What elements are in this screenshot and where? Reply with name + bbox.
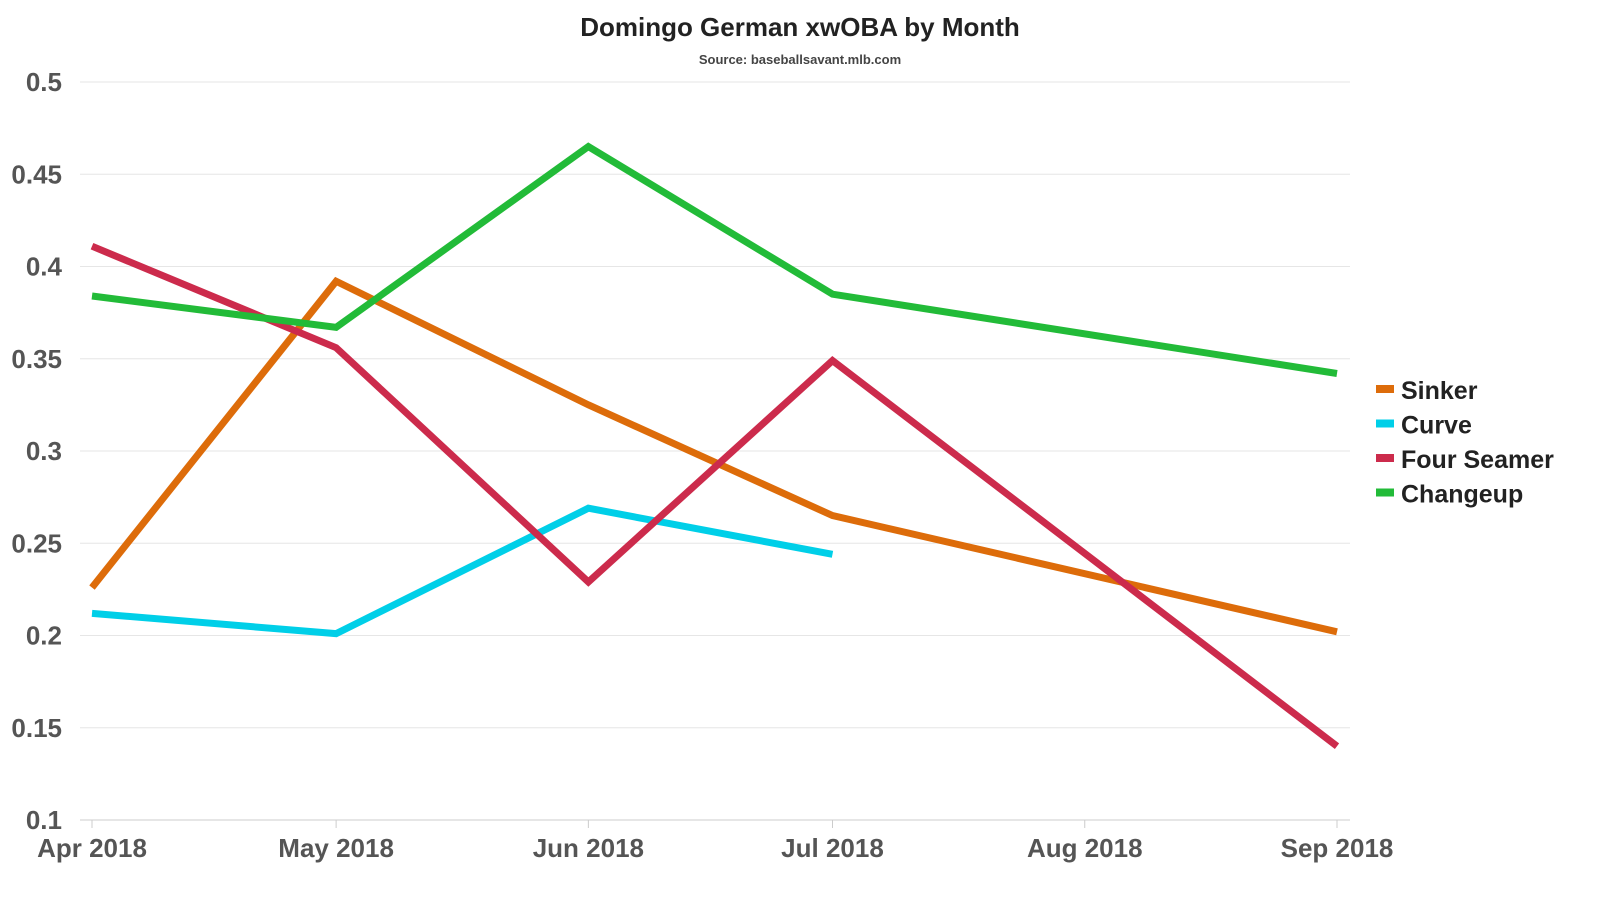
y-tick-label: 0.3	[26, 436, 62, 466]
chart-title: Domingo German xwOBA by Month	[580, 12, 1020, 42]
y-tick-label: 0.1	[26, 805, 62, 835]
y-tick-label: 0.4	[26, 252, 63, 282]
x-tick-label: May 2018	[278, 833, 394, 863]
x-tick-label: Jun 2018	[533, 833, 644, 863]
x-tick-label: Sep 2018	[1281, 833, 1394, 863]
legend-label: Changeup	[1401, 481, 1523, 509]
legend-label: Sinker	[1401, 377, 1478, 405]
y-tick-label: 0.45	[11, 159, 62, 189]
legend-label: Four Seamer	[1401, 446, 1554, 474]
x-tick-label: Aug 2018	[1027, 833, 1143, 863]
series-line-changeup	[92, 147, 1337, 374]
legend-swatch	[1376, 454, 1394, 462]
x-tick-label: Jul 2018	[781, 833, 884, 863]
legend-label: Curve	[1401, 412, 1472, 440]
series-line-sinker	[92, 281, 1337, 632]
legend-swatch	[1376, 385, 1394, 393]
y-tick-label: 0.2	[26, 621, 62, 651]
series-line-curve	[92, 508, 832, 633]
y-tick-label: 0.35	[11, 344, 62, 374]
x-tick-label: Apr 2018	[37, 833, 147, 863]
legend-swatch	[1376, 489, 1394, 497]
legend-swatch	[1376, 420, 1394, 428]
y-tick-label: 0.25	[11, 528, 62, 558]
y-tick-label: 0.15	[11, 713, 62, 743]
chart-subtitle: Source: baseballsavant.mlb.com	[699, 52, 901, 67]
y-tick-label: 0.5	[26, 67, 62, 97]
